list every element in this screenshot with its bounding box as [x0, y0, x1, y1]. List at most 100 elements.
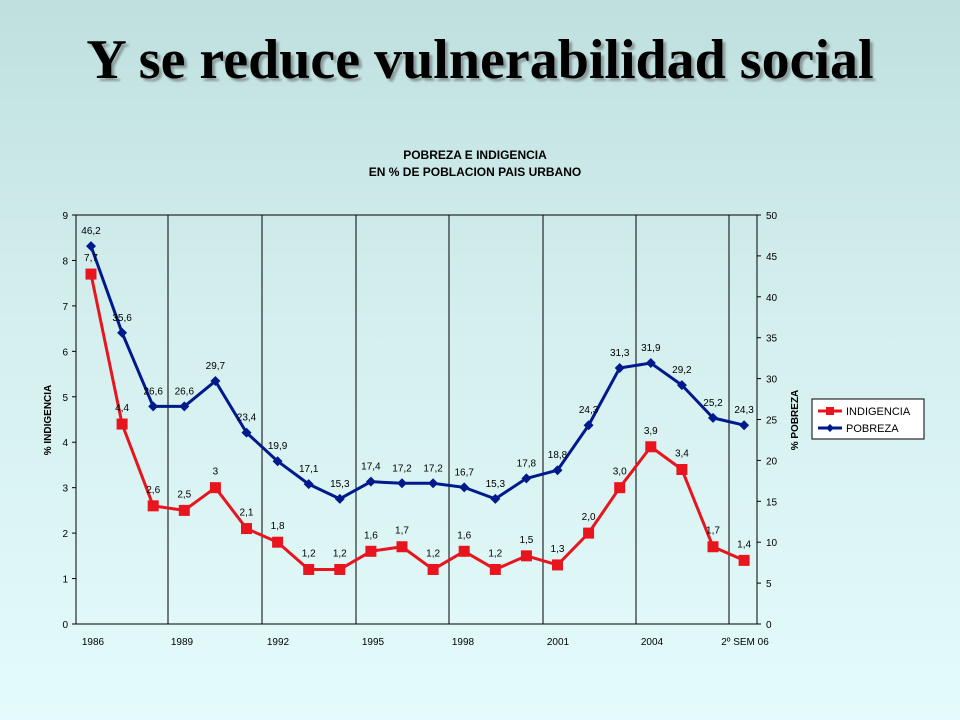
pobreza-data-label-13: 15,3: [486, 479, 506, 490]
y-left-tick-label-2: 2: [62, 529, 68, 540]
pobreza-data-label-11: 17,2: [423, 463, 443, 474]
pobreza-point-20: [708, 412, 718, 423]
y-left-tick-label-7: 7: [62, 302, 68, 313]
indigencia-data-label-5: 2,1: [240, 508, 254, 519]
pobreza-data-label-3: 26,6: [175, 386, 195, 397]
pobreza-data-label-2: 26,6: [143, 386, 163, 397]
pobreza-data-label-10: 17,2: [392, 463, 412, 474]
pobreza-point-15: [552, 465, 563, 476]
pobreza-point-14: [521, 473, 532, 484]
pobreza-point-9: [365, 476, 376, 487]
pobreza-data-label-8: 15,3: [330, 479, 350, 490]
plot-area: [75, 214, 758, 625]
y-right-tick-label-0: 0: [766, 620, 772, 631]
indigencia-point-10: [396, 541, 408, 553]
pobreza-point-12: [459, 482, 470, 493]
pobreza-data-label-16: 24,3: [579, 405, 599, 416]
x-tick-label-6: 2004: [641, 637, 664, 648]
indigencia-data-label-17: 3,0: [613, 467, 627, 478]
indigencia-point-1: [116, 418, 128, 430]
y-left-tick-label-0: 0: [62, 620, 68, 631]
indigencia-data-label-4: 3: [213, 467, 219, 478]
x-tick-label-1: 1989: [171, 637, 194, 648]
indigencia-data-label-13: 1,2: [488, 548, 502, 559]
pobreza-data-label-6: 19,9: [268, 441, 288, 452]
x-tick-label-3: 1995: [362, 637, 385, 648]
legend-box: [811, 398, 925, 440]
plot-frame: [75, 214, 758, 625]
indigencia-point-19: [676, 463, 688, 475]
indigencia-point-2: [147, 500, 159, 512]
pobreza-data-label-18: 31,9: [641, 343, 661, 354]
indigencia-data-label-10: 1,7: [395, 526, 409, 537]
indigencia-point-17: [614, 482, 626, 494]
indigencia-data-label-18: 3,9: [644, 426, 658, 437]
slide-title: Y se reduce vulnerabilidad social: [86, 29, 874, 91]
pobreza-point-8: [334, 493, 345, 504]
indigencia-data-label-9: 1,6: [364, 530, 378, 541]
indigencia-point-6: [272, 536, 284, 548]
pobreza-point-11: [428, 478, 439, 489]
indigencia-point-8: [334, 563, 346, 575]
indigencia-data-label-20: 1,7: [706, 526, 720, 537]
legend-marker-indigencia: [826, 407, 834, 415]
indigencia-data-label-19: 3,4: [675, 448, 689, 459]
legend: INDIGENCIA POBREZA: [811, 398, 925, 440]
x-tick-label-2: 1992: [267, 637, 290, 648]
y-right-tick-label-6: 30: [766, 375, 778, 386]
y-left-tick-label-5: 5: [62, 393, 68, 404]
pobreza-data-label-17: 31,3: [610, 348, 630, 359]
y-right-tick-label-5: 25: [766, 416, 778, 427]
indigencia-data-label-2: 2,6: [146, 485, 160, 496]
pobreza-point-6: [272, 456, 283, 467]
pobreza-point-17: [614, 362, 625, 373]
pobreza-data-label-9: 17,4: [361, 462, 381, 473]
pobreza-point-0: [86, 241, 96, 252]
indigencia-point-16: [583, 527, 595, 539]
y-axis-right-label: % POBREZA: [790, 390, 801, 451]
indigencia-point-15: [552, 559, 563, 571]
indigencia-point-3: [178, 504, 190, 516]
pobreza-point-18: [645, 358, 656, 369]
indigencia-data-label-16: 2,0: [582, 512, 596, 523]
x-tick-label-4: 1998: [452, 637, 475, 648]
indigencia-data-label-0: 7,7: [84, 253, 98, 264]
indigencia-point-21: [738, 554, 750, 566]
y-right-tick-label-8: 40: [766, 293, 778, 304]
y-left-tick-label-3: 3: [62, 484, 68, 495]
x-tick-label-5: 2001: [547, 637, 570, 648]
pobreza-point-7: [303, 479, 314, 490]
indigencia-data-label-3: 2,5: [177, 489, 191, 500]
indigencia-point-18: [645, 441, 657, 453]
indigencia-data-label-1: 4,4: [115, 403, 129, 414]
pobreza-point-13: [490, 493, 501, 504]
y-left-tick-label-4: 4: [62, 438, 68, 449]
y-right-tick-label-2: 10: [766, 538, 778, 549]
indigencia-point-11: [427, 563, 439, 575]
y-left-tick-label-6: 6: [62, 347, 68, 358]
pobreza-point-5: [241, 427, 252, 438]
indigencia-point-20: [707, 541, 719, 553]
indigencia-data-label-14: 1,5: [519, 535, 533, 546]
x-tick-label-0: 1986: [82, 637, 105, 648]
y-right-tick-label-7: 35: [766, 334, 778, 345]
series-line-indigencia: [89, 273, 745, 571]
indigencia-point-14: [520, 550, 532, 562]
pobreza-data-label-7: 17,1: [299, 464, 319, 475]
series-line-pobreza: [89, 245, 745, 501]
indigencia-data-label-7: 1,2: [302, 548, 316, 559]
pobreza-point-1: [117, 327, 128, 338]
chart-subtitle: EN % DE POBLACION PAIS URBANO: [369, 165, 581, 179]
pobreza-data-label-1: 35,6: [112, 313, 132, 324]
legend-label-indigencia: INDIGENCIA: [846, 406, 911, 418]
indigencia-point-12: [458, 545, 470, 557]
chart-title: POBREZA E INDIGENCIA: [403, 148, 547, 162]
pobreza-data-label-19: 29,2: [672, 365, 692, 376]
indigencia-point-4: [209, 482, 221, 494]
y-left-tick-label-1: 1: [62, 575, 68, 586]
pobreza-data-label-21: 24,3: [734, 405, 754, 416]
pobreza-data-label-15: 18,8: [548, 450, 568, 461]
y-right-tick-label-9: 45: [766, 252, 778, 263]
y-left-tick-label-9: 9: [62, 211, 68, 222]
